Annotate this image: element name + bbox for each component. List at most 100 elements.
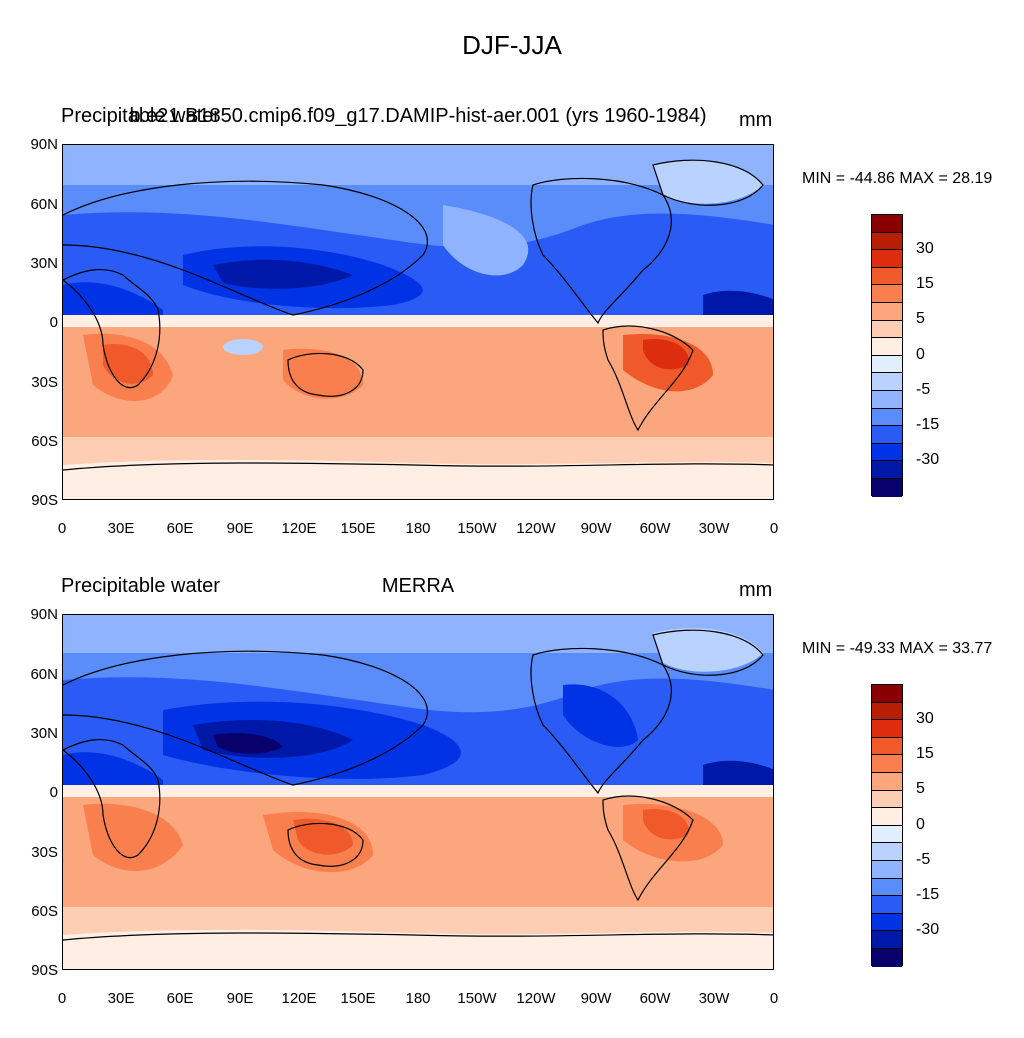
- coastline-africa: [63, 739, 161, 859]
- field-australia-max: [293, 818, 353, 855]
- field-equator: [63, 785, 773, 797]
- min-max-stats: MIN = -49.33 MAX = 33.77: [802, 640, 993, 657]
- field-equator: [63, 315, 773, 327]
- map-plot: [62, 144, 774, 500]
- colorbar-swatch: [872, 443, 902, 462]
- map-plot: [62, 614, 774, 970]
- lat-label: 30N: [30, 725, 58, 742]
- colorbar-swatch: [872, 737, 902, 756]
- colorbar-swatch: [872, 426, 902, 444]
- panel-center-label: b.e21.B1850.cmip6.f09_g17.DAMIP-hist-aer…: [129, 105, 707, 127]
- field-africa-max: [103, 344, 153, 384]
- colorbar-swatch: [872, 215, 902, 233]
- coastline-antarctica: [63, 932, 773, 941]
- colorbar-label: -30: [916, 921, 940, 938]
- panel-left-label: Precipitable water: [61, 105, 220, 127]
- lon-label: 30W: [698, 520, 730, 537]
- colorbar-swatch: [872, 355, 902, 374]
- lon-label: 0: [769, 520, 779, 537]
- colorbar-swatch: [872, 843, 902, 861]
- map-field: [63, 615, 773, 969]
- colorbar-swatch: [872, 461, 902, 479]
- lon-label: 60W: [639, 990, 671, 1007]
- coastline-namerica: [530, 647, 672, 795]
- coastline-samerica: [602, 795, 694, 902]
- lon-label: 0: [57, 990, 67, 1007]
- field-pacific-light: [443, 205, 529, 276]
- colorbar-label: -5: [916, 381, 931, 398]
- field-greenland: [653, 160, 763, 204]
- colorbar-label: 0: [916, 816, 925, 833]
- field-antarctica: [63, 929, 773, 969]
- colorbar-swatch: [872, 685, 902, 703]
- colorbar-swatch: [872, 232, 902, 251]
- coastline-eurasia: [63, 650, 429, 786]
- colorbar-label: 5: [916, 310, 925, 327]
- field-asia-extreme: [213, 733, 283, 754]
- lon-label: 90E: [226, 520, 254, 537]
- lon-label: 30E: [107, 990, 135, 1007]
- main-title: DJF-JJA: [462, 30, 562, 60]
- lat-label: 60S: [31, 903, 58, 920]
- field-indian-ocean-min: [223, 339, 263, 355]
- lat-label: 30S: [31, 844, 58, 861]
- colorbar-swatch: [872, 790, 902, 809]
- lat-label: 60N: [30, 666, 58, 683]
- panel-merra: Precipitable water MERRA mm MIN = -49.33…: [0, 568, 1024, 1038]
- lon-label: 0: [57, 520, 67, 537]
- lon-label: 150E: [340, 520, 376, 537]
- lon-label: 30E: [107, 520, 135, 537]
- colorbar-label: 30: [916, 710, 934, 727]
- colorbar-swatch: [872, 302, 902, 321]
- lon-label: 0: [769, 990, 779, 1007]
- lon-label: 180: [405, 990, 431, 1007]
- field-greenland: [653, 628, 763, 672]
- field-antarctica: [63, 459, 773, 499]
- lon-label: 120W: [516, 520, 556, 537]
- colorbar-label: -15: [916, 416, 940, 433]
- min-max-stats: MIN = -44.86 MAX = 28.19: [802, 170, 993, 187]
- field-australia: [283, 348, 363, 399]
- colorbar-swatch: [872, 825, 902, 844]
- coastline-australia: [287, 822, 364, 867]
- colorbar-swatch: [872, 772, 902, 791]
- coastline-australia: [287, 352, 364, 397]
- colorbar-swatch: [872, 338, 902, 356]
- field-namerica: [563, 233, 633, 271]
- colorbar-label: -30: [916, 451, 940, 468]
- colorbar-swatch: [872, 755, 902, 773]
- colorbar-label: -5: [916, 851, 931, 868]
- colorbar-swatch: [872, 860, 902, 879]
- lon-label: 90E: [226, 990, 254, 1007]
- lon-label: 150E: [340, 990, 376, 1007]
- lat-label: 30S: [31, 374, 58, 391]
- lat-label: 0: [49, 314, 58, 331]
- lon-label: 60E: [166, 520, 194, 537]
- map-field: [63, 145, 773, 499]
- colorbar-swatch: [872, 948, 902, 967]
- lon-label: 150W: [457, 520, 497, 537]
- colorbar: [871, 684, 903, 967]
- colorbar-swatch: [872, 878, 902, 897]
- coastline-greenland: [652, 159, 764, 206]
- field-atlantic-nh: [703, 290, 773, 323]
- colorbar-swatch: [872, 913, 902, 932]
- panel-model: Precipitable water b.e21.B1850.cmip6.f09…: [0, 98, 1024, 568]
- coastline-eurasia: [63, 180, 429, 316]
- lat-label: 90S: [31, 492, 58, 509]
- colorbar-swatch: [872, 250, 902, 268]
- colorbar-label: -15: [916, 886, 940, 903]
- colorbar-label: 5: [916, 780, 925, 797]
- field-samerica-max: [643, 339, 689, 370]
- colorbar-swatch: [872, 720, 902, 738]
- lon-label: 60E: [166, 990, 194, 1007]
- coastline-africa: [63, 269, 161, 389]
- panel-units-label: mm: [739, 109, 773, 131]
- panel-center-label: MERRA: [381, 575, 455, 597]
- lat-label: 90N: [30, 606, 58, 623]
- field-samerica-max: [643, 809, 689, 840]
- field-atlantic-nh: [703, 760, 773, 793]
- lon-label: 30W: [698, 990, 730, 1007]
- coastline-antarctica: [63, 462, 773, 471]
- colorbar-label: 30: [916, 240, 934, 257]
